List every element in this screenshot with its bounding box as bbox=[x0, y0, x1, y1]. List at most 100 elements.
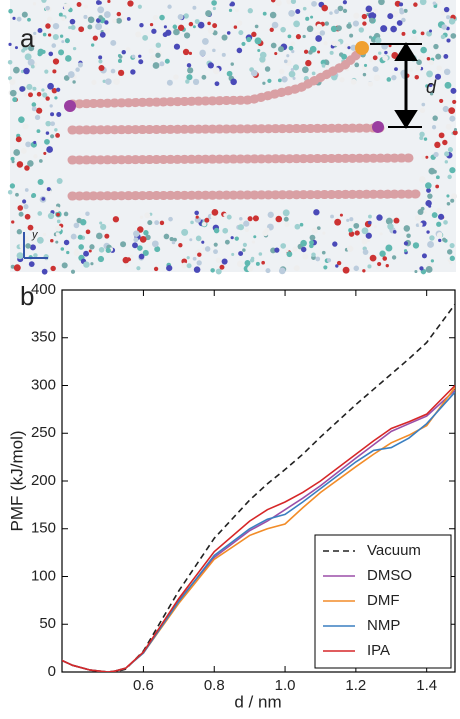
solvent-atom bbox=[363, 63, 368, 67]
solvent-atom bbox=[139, 215, 144, 219]
solvent-atom bbox=[194, 210, 199, 216]
solvent-atom bbox=[342, 266, 350, 274]
solvent-atom bbox=[437, 213, 445, 220]
solvent-atom bbox=[90, 262, 94, 266]
solvent-atom bbox=[15, 192, 19, 197]
solvent-atom bbox=[112, 18, 117, 24]
solvent-atom bbox=[430, 259, 434, 263]
solvent-atom bbox=[275, 0, 282, 7]
solvent-atom bbox=[83, 14, 88, 20]
solvent-atom bbox=[399, 2, 404, 7]
solvent-atom bbox=[37, 28, 43, 33]
solvent-atom bbox=[41, 49, 46, 54]
solvent-atom bbox=[51, 87, 58, 94]
solvent-atom bbox=[213, 227, 220, 234]
solvent-atom bbox=[379, 232, 383, 236]
solvent-atom bbox=[347, 46, 351, 50]
solvent-atom bbox=[16, 16, 22, 22]
solvent-atom bbox=[450, 193, 457, 200]
solvent-atom bbox=[27, 17, 31, 22]
solvent-atom bbox=[348, 231, 355, 237]
solvent-atom bbox=[252, 215, 259, 222]
solvent-atom bbox=[46, 16, 53, 22]
solvent-atom bbox=[446, 194, 450, 198]
solvent-atom bbox=[448, 107, 456, 115]
solvent-atom bbox=[336, 260, 342, 266]
solvent-atom bbox=[138, 253, 145, 260]
solvent-atom bbox=[110, 39, 117, 46]
solvent-atom bbox=[411, 35, 418, 43]
solvent-atom bbox=[411, 29, 417, 35]
solvent-atom bbox=[425, 84, 429, 88]
solvent-atom bbox=[48, 51, 54, 57]
solvent-atom bbox=[334, 218, 342, 226]
solvent-atom bbox=[61, 262, 68, 269]
solvent-atom bbox=[337, 5, 344, 12]
solvent-atom bbox=[197, 252, 202, 257]
solvent-atom bbox=[419, 131, 425, 137]
legend-label: IPA bbox=[367, 642, 390, 659]
solvent-atom bbox=[271, 21, 279, 29]
solvent-atom bbox=[204, 246, 211, 252]
solvent-atom bbox=[444, 160, 448, 164]
solvent-atom bbox=[44, 138, 50, 145]
solvent-atom bbox=[373, 225, 377, 229]
solvent-atom bbox=[436, 65, 443, 71]
x-tick-label: 0.8 bbox=[204, 677, 225, 694]
solvent-atom bbox=[282, 209, 290, 217]
solvent-atom bbox=[147, 220, 153, 226]
solvent-atom bbox=[152, 62, 160, 69]
legend-label: DMF bbox=[367, 592, 400, 609]
solvent-atom bbox=[442, 139, 448, 146]
solvent-atom bbox=[365, 5, 373, 13]
solvent-atom bbox=[290, 0, 297, 5]
solvent-atom bbox=[342, 0, 347, 5]
x-tick-label: 1.0 bbox=[275, 677, 296, 694]
solvent-atom bbox=[121, 49, 126, 55]
solvent-atom bbox=[46, 146, 53, 153]
solvent-atom bbox=[52, 58, 60, 65]
solvent-atom bbox=[12, 16, 16, 20]
y-tick-label: 100 bbox=[31, 567, 56, 584]
legend-label: DMSO bbox=[367, 567, 412, 584]
solvent-atom bbox=[249, 258, 255, 263]
solvent-atom bbox=[15, 136, 22, 143]
solvent-atom bbox=[329, 11, 333, 15]
solvent-atom bbox=[223, 213, 228, 217]
solvent-atom bbox=[440, 10, 446, 16]
solvent-atom bbox=[321, 4, 329, 12]
solvent-atom bbox=[399, 9, 405, 15]
solvent-atom bbox=[330, 25, 338, 33]
solvent-atom bbox=[143, 230, 149, 236]
solvent-atom bbox=[236, 260, 244, 268]
solvent-atom bbox=[353, 222, 360, 229]
solvent-atom bbox=[24, 188, 29, 192]
solvent-atom bbox=[251, 240, 256, 244]
solvent-atom bbox=[447, 249, 453, 255]
solvent-atom bbox=[27, 160, 34, 167]
solvent-atom bbox=[408, 67, 414, 73]
solvent-atom bbox=[22, 123, 29, 130]
solvent-atom bbox=[270, 42, 277, 49]
solvent-atom bbox=[226, 214, 232, 220]
solvent-atom bbox=[286, 251, 293, 258]
solvent-atom bbox=[234, 236, 239, 241]
solvent-atom bbox=[144, 212, 151, 219]
solvent-atom bbox=[423, 210, 427, 214]
solvent-atom bbox=[153, 266, 159, 272]
solvent-atom bbox=[80, 219, 87, 226]
solvent-atom bbox=[53, 206, 60, 213]
solvent-atom bbox=[98, 55, 103, 60]
solvent-atom bbox=[311, 252, 316, 257]
solvent-atom bbox=[33, 140, 37, 145]
solvent-atom bbox=[420, 46, 427, 54]
solvent-atom bbox=[438, 238, 442, 243]
solvent-atom bbox=[56, 212, 60, 217]
solvent-atom bbox=[435, 53, 442, 60]
solvent-atom bbox=[205, 10, 212, 17]
solvent-atom bbox=[281, 76, 288, 83]
solvent-atom bbox=[425, 182, 432, 189]
solvent-atom bbox=[20, 148, 27, 154]
solvent-atom bbox=[24, 53, 32, 61]
solvent-atom bbox=[18, 211, 24, 217]
